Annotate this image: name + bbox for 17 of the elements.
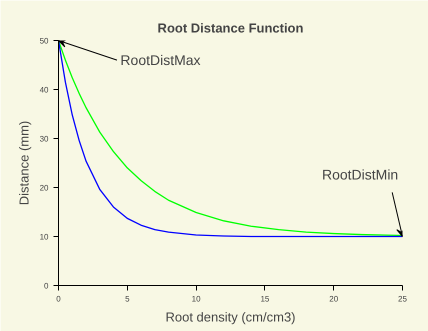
x-tick-label: 20	[329, 294, 339, 304]
y-tick-label: 50	[40, 36, 50, 46]
y-tick-label: 10	[40, 232, 50, 242]
y-axis-title: Distance (mm)	[16, 120, 32, 206]
x-axis-title: Root density (cm/cm3)	[165, 310, 296, 324]
y-tick-label: 20	[40, 184, 50, 192]
x-tick-label: 25	[398, 294, 408, 304]
x-tick-label: 15	[260, 294, 270, 304]
y-tick-label: 40	[40, 86, 50, 94]
y-tick-label: 0	[44, 282, 50, 290]
annotation: RootDistMin	[322, 166, 398, 183]
x-tick-label: 10	[192, 294, 202, 304]
y-tick-label: 30	[40, 134, 50, 144]
x-tick-label: 0	[56, 294, 62, 304]
annotation: RootDistMax	[120, 52, 201, 68]
x-tick-label: 5	[125, 294, 130, 304]
chart-title: Root Distance Function	[158, 20, 304, 36]
